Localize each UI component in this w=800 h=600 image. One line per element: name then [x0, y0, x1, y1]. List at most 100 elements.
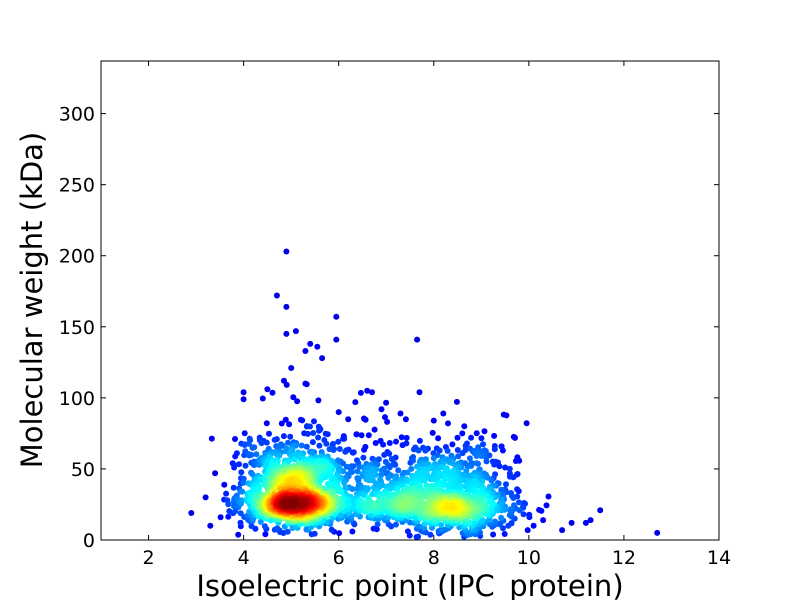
data-point — [294, 398, 301, 405]
data-point — [336, 446, 343, 452]
data-point — [281, 377, 287, 384]
data-point — [536, 506, 543, 513]
data-point — [188, 510, 195, 516]
data-point — [283, 248, 290, 255]
y-tick-label: 50 — [71, 459, 95, 481]
data-point — [506, 465, 513, 472]
data-point — [404, 469, 411, 476]
data-point — [473, 460, 480, 467]
data-point — [233, 450, 240, 457]
data-point — [440, 410, 447, 417]
y-tick-label: 100 — [59, 388, 95, 410]
data-point — [249, 444, 256, 451]
data-point — [292, 523, 299, 530]
data-point — [280, 433, 287, 440]
data-point — [342, 448, 349, 455]
data-point — [341, 480, 348, 486]
data-point — [282, 416, 289, 423]
data-point — [336, 530, 343, 537]
data-point — [422, 447, 429, 454]
data-point — [221, 481, 228, 488]
data-point — [427, 531, 434, 538]
data-point — [475, 452, 482, 458]
data-point — [510, 433, 517, 440]
data-point — [261, 523, 268, 530]
data-point — [263, 420, 270, 427]
data-point — [316, 427, 322, 434]
data-point — [310, 430, 317, 436]
data-point — [235, 531, 242, 538]
data-point — [304, 430, 311, 437]
data-point — [530, 522, 537, 529]
data-point — [526, 511, 533, 518]
data-point — [217, 514, 224, 521]
data-point — [416, 389, 423, 396]
data-point — [381, 451, 388, 458]
data-point — [345, 416, 352, 423]
data-point — [436, 447, 443, 454]
data-point — [429, 429, 436, 436]
data-point — [410, 457, 416, 464]
data-point — [245, 440, 252, 447]
data-point — [398, 434, 405, 441]
x-tick-label: 14 — [707, 547, 731, 569]
data-point — [501, 531, 508, 537]
data-point — [510, 495, 517, 501]
data-point — [468, 434, 475, 441]
data-point — [543, 502, 550, 509]
x-tick-label: 2 — [142, 547, 154, 569]
data-point — [248, 451, 255, 458]
plot-frame — [100, 60, 720, 541]
y-axis-title: Molecular weight (kDa) — [15, 132, 49, 468]
data-point — [361, 446, 368, 453]
y-tick-label: 200 — [59, 246, 95, 268]
data-point — [523, 420, 530, 427]
data-point — [372, 440, 379, 446]
data-point — [326, 446, 333, 453]
data-point — [237, 519, 244, 526]
data-point — [241, 430, 248, 437]
data-point — [357, 389, 364, 396]
data-point — [430, 417, 437, 424]
data-point — [352, 399, 359, 406]
data-point — [274, 525, 281, 532]
data-point — [480, 441, 486, 448]
data-point — [212, 470, 219, 477]
data-point — [342, 485, 349, 492]
data-point — [397, 410, 404, 417]
data-point — [490, 531, 497, 538]
data-point — [391, 461, 398, 468]
data-point — [462, 447, 469, 453]
data-point — [285, 439, 291, 446]
data-point — [365, 432, 372, 439]
data-point — [392, 521, 399, 528]
data-point — [455, 453, 462, 460]
data-point — [380, 441, 387, 448]
data-point — [240, 389, 247, 396]
data-point — [307, 340, 314, 347]
data-point — [368, 474, 374, 481]
data-point — [283, 303, 290, 310]
data-point — [240, 396, 247, 403]
data-point — [202, 494, 209, 501]
data-point — [454, 447, 461, 453]
data-point — [349, 449, 356, 456]
data-point — [364, 387, 371, 394]
data-point — [298, 442, 305, 449]
x-tick-label: 8 — [428, 547, 440, 569]
data-point — [507, 507, 514, 514]
x-tick-label: 6 — [333, 547, 345, 569]
data-point — [302, 348, 309, 354]
data-point — [207, 522, 214, 529]
data-point — [360, 454, 367, 461]
data-point — [311, 418, 317, 425]
data-point — [395, 467, 402, 474]
data-point — [374, 521, 381, 528]
data-point — [372, 502, 379, 509]
data-point — [459, 430, 466, 437]
data-point — [239, 488, 246, 495]
data-point — [415, 523, 422, 530]
data-point — [503, 481, 509, 488]
y-tick-label: 250 — [59, 175, 95, 197]
data-point — [223, 490, 230, 497]
